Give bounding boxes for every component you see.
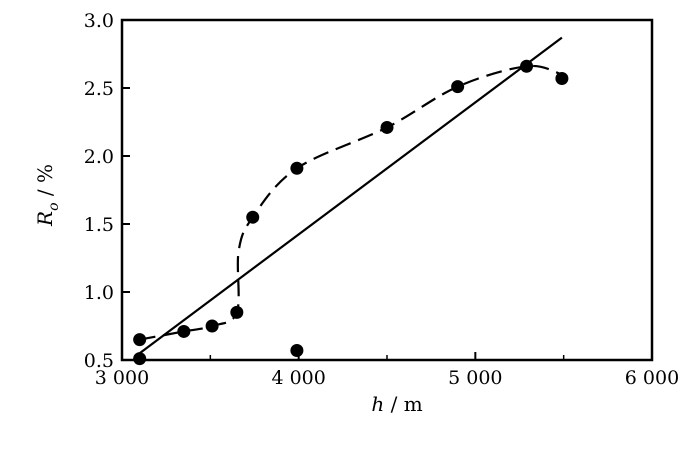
- series-layer: [139, 36, 563, 355]
- x-tick-label: 3 000: [95, 367, 149, 389]
- y-axis-variable: R: [33, 211, 57, 227]
- data-point: [290, 343, 304, 357]
- x-axis-variable: h: [371, 392, 384, 416]
- y-tick-label: 2.5: [84, 78, 114, 100]
- data-point: [451, 80, 465, 94]
- data-point: [205, 319, 219, 333]
- data-point: [290, 161, 304, 175]
- plot-frame: [120, 18, 654, 362]
- y-tick-label: 2.0: [84, 146, 114, 168]
- data-point: [520, 59, 534, 73]
- data-point: [177, 324, 191, 338]
- x-axis-unit: m: [404, 392, 423, 416]
- y-axis-label: Ro / %: [33, 164, 62, 227]
- data-point: [133, 333, 147, 347]
- points-layer: [133, 59, 569, 366]
- y-axis-separator: /: [33, 183, 57, 202]
- y-axis-ticks: 0.5 1.0 1.5 2.0 2.5 3.0: [84, 10, 130, 372]
- y-tick-label: 0.5: [84, 350, 114, 372]
- trend-curve-dashed: [139, 64, 563, 341]
- y-tick-label: 1.5: [84, 214, 114, 236]
- y-tick-label: 1.0: [84, 282, 114, 304]
- x-axis-separator: /: [384, 392, 403, 416]
- x-tick-label: 4 000: [271, 367, 325, 389]
- data-point: [555, 71, 569, 85]
- data-point: [380, 120, 394, 134]
- fit-line-solid: [139, 36, 563, 355]
- axes-frame: [120, 18, 654, 362]
- data-point: [246, 210, 260, 224]
- data-point: [230, 305, 244, 319]
- x-axis-ticks: 3 000 4 000 5 000 6 000: [95, 352, 679, 389]
- data-point: [133, 352, 147, 366]
- x-axis-label: h / m: [371, 392, 422, 416]
- y-axis-subscript: o: [46, 202, 62, 210]
- y-tick-label: 3.0: [84, 10, 114, 32]
- y-axis-unit: %: [33, 164, 57, 183]
- x-tick-label: 6 000: [625, 367, 679, 389]
- x-tick-label: 5 000: [448, 367, 502, 389]
